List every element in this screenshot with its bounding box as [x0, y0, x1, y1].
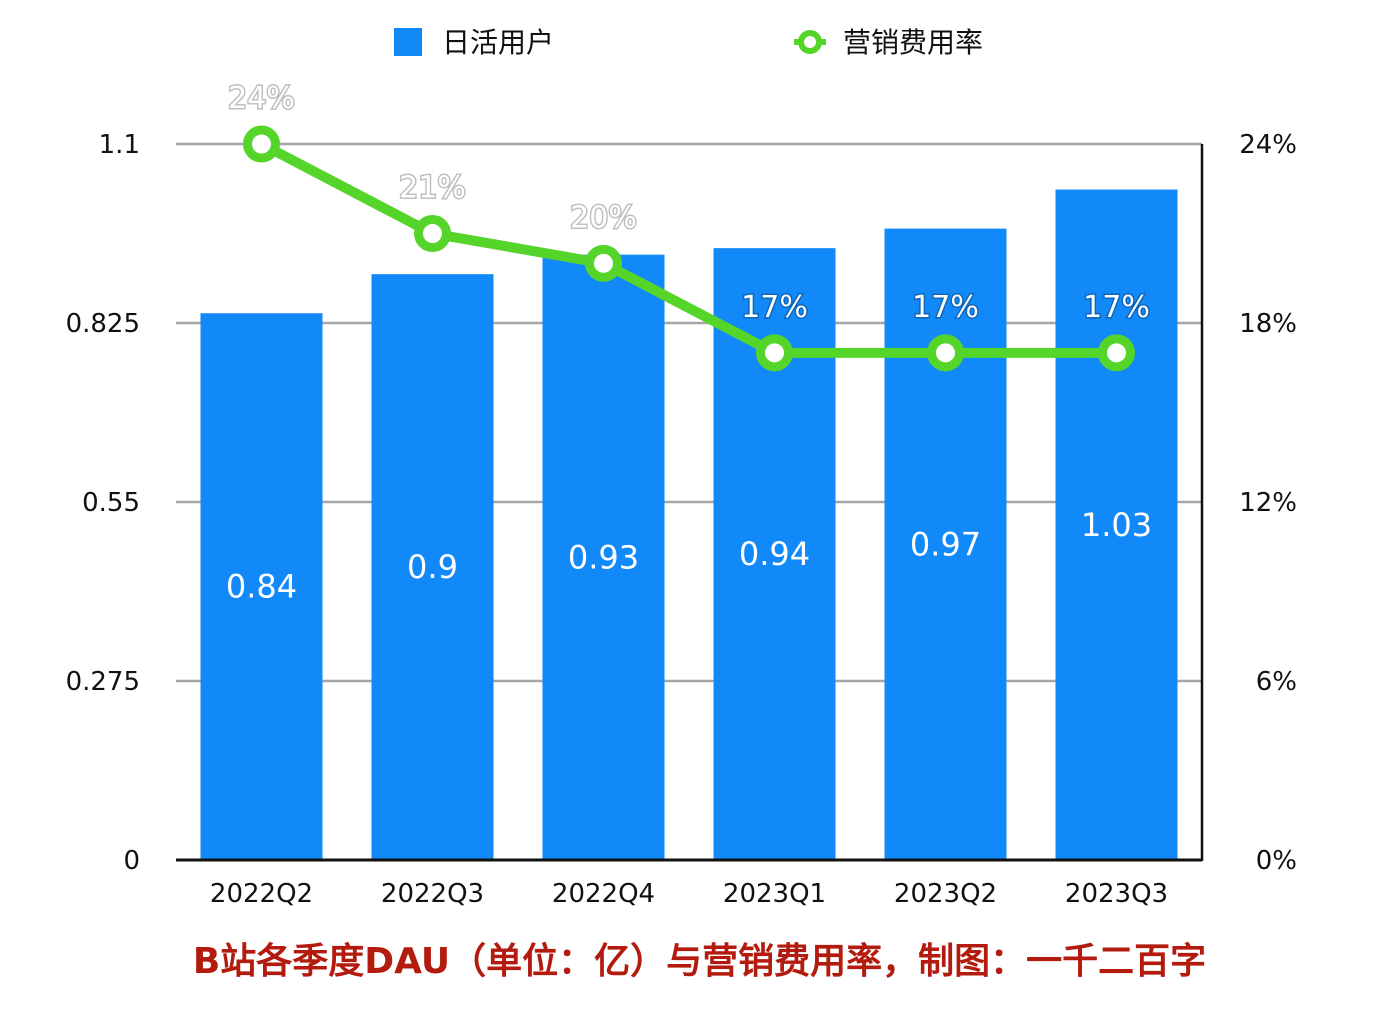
line-point: [756, 334, 793, 372]
bar-value-label: 0.9: [407, 548, 458, 586]
line-point: [585, 244, 622, 282]
bar: [884, 228, 1007, 861]
line-value-label: 17%: [912, 290, 979, 325]
y-right-tick-label: 18%: [1239, 309, 1297, 339]
line-point: [1098, 334, 1135, 372]
legend-bar-label: 日活用户: [442, 26, 554, 59]
y-right-tick-label: 0%: [1256, 846, 1297, 876]
bar-value-label: 0.94: [739, 535, 810, 573]
legend-bar-swatch: [394, 28, 422, 56]
bar: [200, 313, 323, 861]
line-series: [256, 139, 1122, 358]
bar: [371, 274, 494, 860]
y-left-tick-label: 0.55: [82, 488, 140, 518]
y-left-tick-label: 0.275: [66, 667, 140, 697]
y-right-tick-label: 6%: [1256, 667, 1297, 697]
x-tick-label: 2023Q2: [894, 879, 997, 909]
line-value-label: 20%: [570, 200, 637, 235]
line-value-label: 21%: [399, 171, 466, 206]
bar-value-label: 0.97: [910, 525, 981, 563]
bar: [1055, 189, 1178, 861]
chart-caption: B站各季度DAU（单位：亿）与营销费用率，制图：一千二百字: [192, 941, 1207, 982]
x-tick-label: 2023Q1: [723, 879, 826, 909]
y-right-tick-label: 12%: [1239, 488, 1297, 518]
x-tick-label: 2022Q3: [381, 879, 484, 909]
bar: [542, 254, 665, 860]
legend-line-marker: [798, 30, 822, 54]
line-value-label: 17%: [1083, 290, 1150, 325]
y-right-tick-label: 24%: [1239, 130, 1297, 160]
x-tick-label: 2022Q4: [552, 879, 655, 909]
y-left-tick-label: 1.1: [99, 130, 140, 160]
y-left-tick-label: 0.825: [66, 309, 140, 339]
bar-value-label: 0.84: [226, 568, 297, 606]
x-tick-label: 2022Q2: [210, 879, 313, 909]
line-value-label: 24%: [228, 81, 295, 116]
line-point: [927, 334, 964, 372]
line-value-label: 17%: [741, 290, 808, 325]
line-point: [243, 125, 280, 163]
bar-value-label: 0.93: [568, 538, 639, 576]
x-tick-label: 2023Q3: [1065, 879, 1168, 909]
y-left-tick-label: 0: [123, 846, 140, 876]
bar-value-label: 1.03: [1081, 506, 1152, 544]
legend-line-label: 营销费用率: [843, 26, 983, 59]
line-point: [414, 215, 451, 252]
